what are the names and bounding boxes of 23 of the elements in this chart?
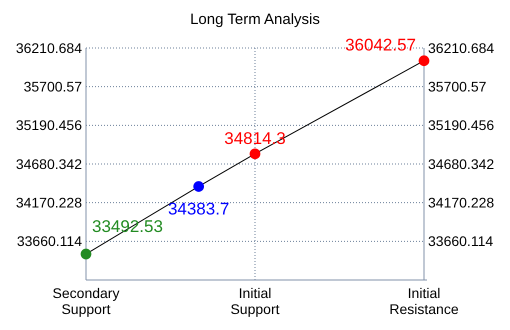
y2-tick-label: 35190.456 xyxy=(428,117,494,134)
data-label: 36042.57 xyxy=(345,36,416,55)
x-tick-label: Initial Resistance xyxy=(389,285,459,317)
y-tick-label: 34680.342 xyxy=(16,156,82,172)
point xyxy=(193,181,204,192)
chart-title: Long Term Analysis xyxy=(190,11,320,28)
y2-tick-label: 34170.228 xyxy=(428,194,494,211)
x-tick-label: Secondary Support xyxy=(52,285,120,317)
point xyxy=(250,148,260,160)
y-tick-label: 36210.684 xyxy=(16,40,82,56)
y-tick-label: 34170.228 xyxy=(16,194,82,211)
y2-tick-label: 33660.114 xyxy=(428,233,494,250)
y2-tick-label: 34680.342 xyxy=(428,156,494,172)
point xyxy=(418,55,430,66)
data-label: 34814.3 xyxy=(224,128,286,148)
y-tick-label: 35190.456 xyxy=(16,117,82,134)
y2-tick-label: 35700.57 xyxy=(428,78,487,95)
y-tick-label: 35700.57 xyxy=(24,78,82,95)
y2-tick-label: 36210.684 xyxy=(428,40,494,56)
y-tick-label: 33660.114 xyxy=(16,233,82,250)
point xyxy=(80,248,92,260)
x-tick-label: Initial Support xyxy=(230,285,280,317)
data-label: 34383.7 xyxy=(168,199,230,218)
